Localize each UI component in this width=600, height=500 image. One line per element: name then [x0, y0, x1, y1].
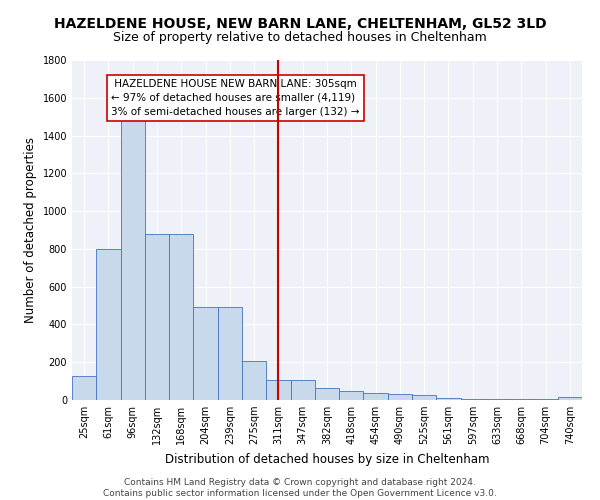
Bar — [266, 380, 290, 400]
Bar — [218, 308, 242, 400]
Bar — [72, 376, 96, 400]
Bar — [145, 234, 169, 400]
Bar — [169, 234, 193, 400]
Bar — [533, 399, 558, 400]
Bar — [290, 380, 315, 400]
Bar — [193, 308, 218, 400]
Bar — [121, 118, 145, 400]
Bar — [339, 390, 364, 400]
Bar — [461, 399, 485, 400]
X-axis label: Distribution of detached houses by size in Cheltenham: Distribution of detached houses by size … — [165, 452, 489, 466]
Bar — [96, 249, 121, 400]
Bar — [412, 396, 436, 400]
Bar — [242, 362, 266, 400]
Bar — [558, 397, 582, 400]
Text: Contains HM Land Registry data © Crown copyright and database right 2024.
Contai: Contains HM Land Registry data © Crown c… — [103, 478, 497, 498]
Bar — [388, 394, 412, 400]
Bar — [509, 399, 533, 400]
Y-axis label: Number of detached properties: Number of detached properties — [24, 137, 37, 323]
Text: HAZELDENE HOUSE NEW BARN LANE: 305sqm
← 97% of detached houses are smaller (4,11: HAZELDENE HOUSE NEW BARN LANE: 305sqm ← … — [111, 79, 359, 117]
Bar — [315, 388, 339, 400]
Bar — [364, 394, 388, 400]
Bar — [436, 398, 461, 400]
Bar — [485, 399, 509, 400]
Text: HAZELDENE HOUSE, NEW BARN LANE, CHELTENHAM, GL52 3LD: HAZELDENE HOUSE, NEW BARN LANE, CHELTENH… — [53, 18, 547, 32]
Text: Size of property relative to detached houses in Cheltenham: Size of property relative to detached ho… — [113, 31, 487, 44]
